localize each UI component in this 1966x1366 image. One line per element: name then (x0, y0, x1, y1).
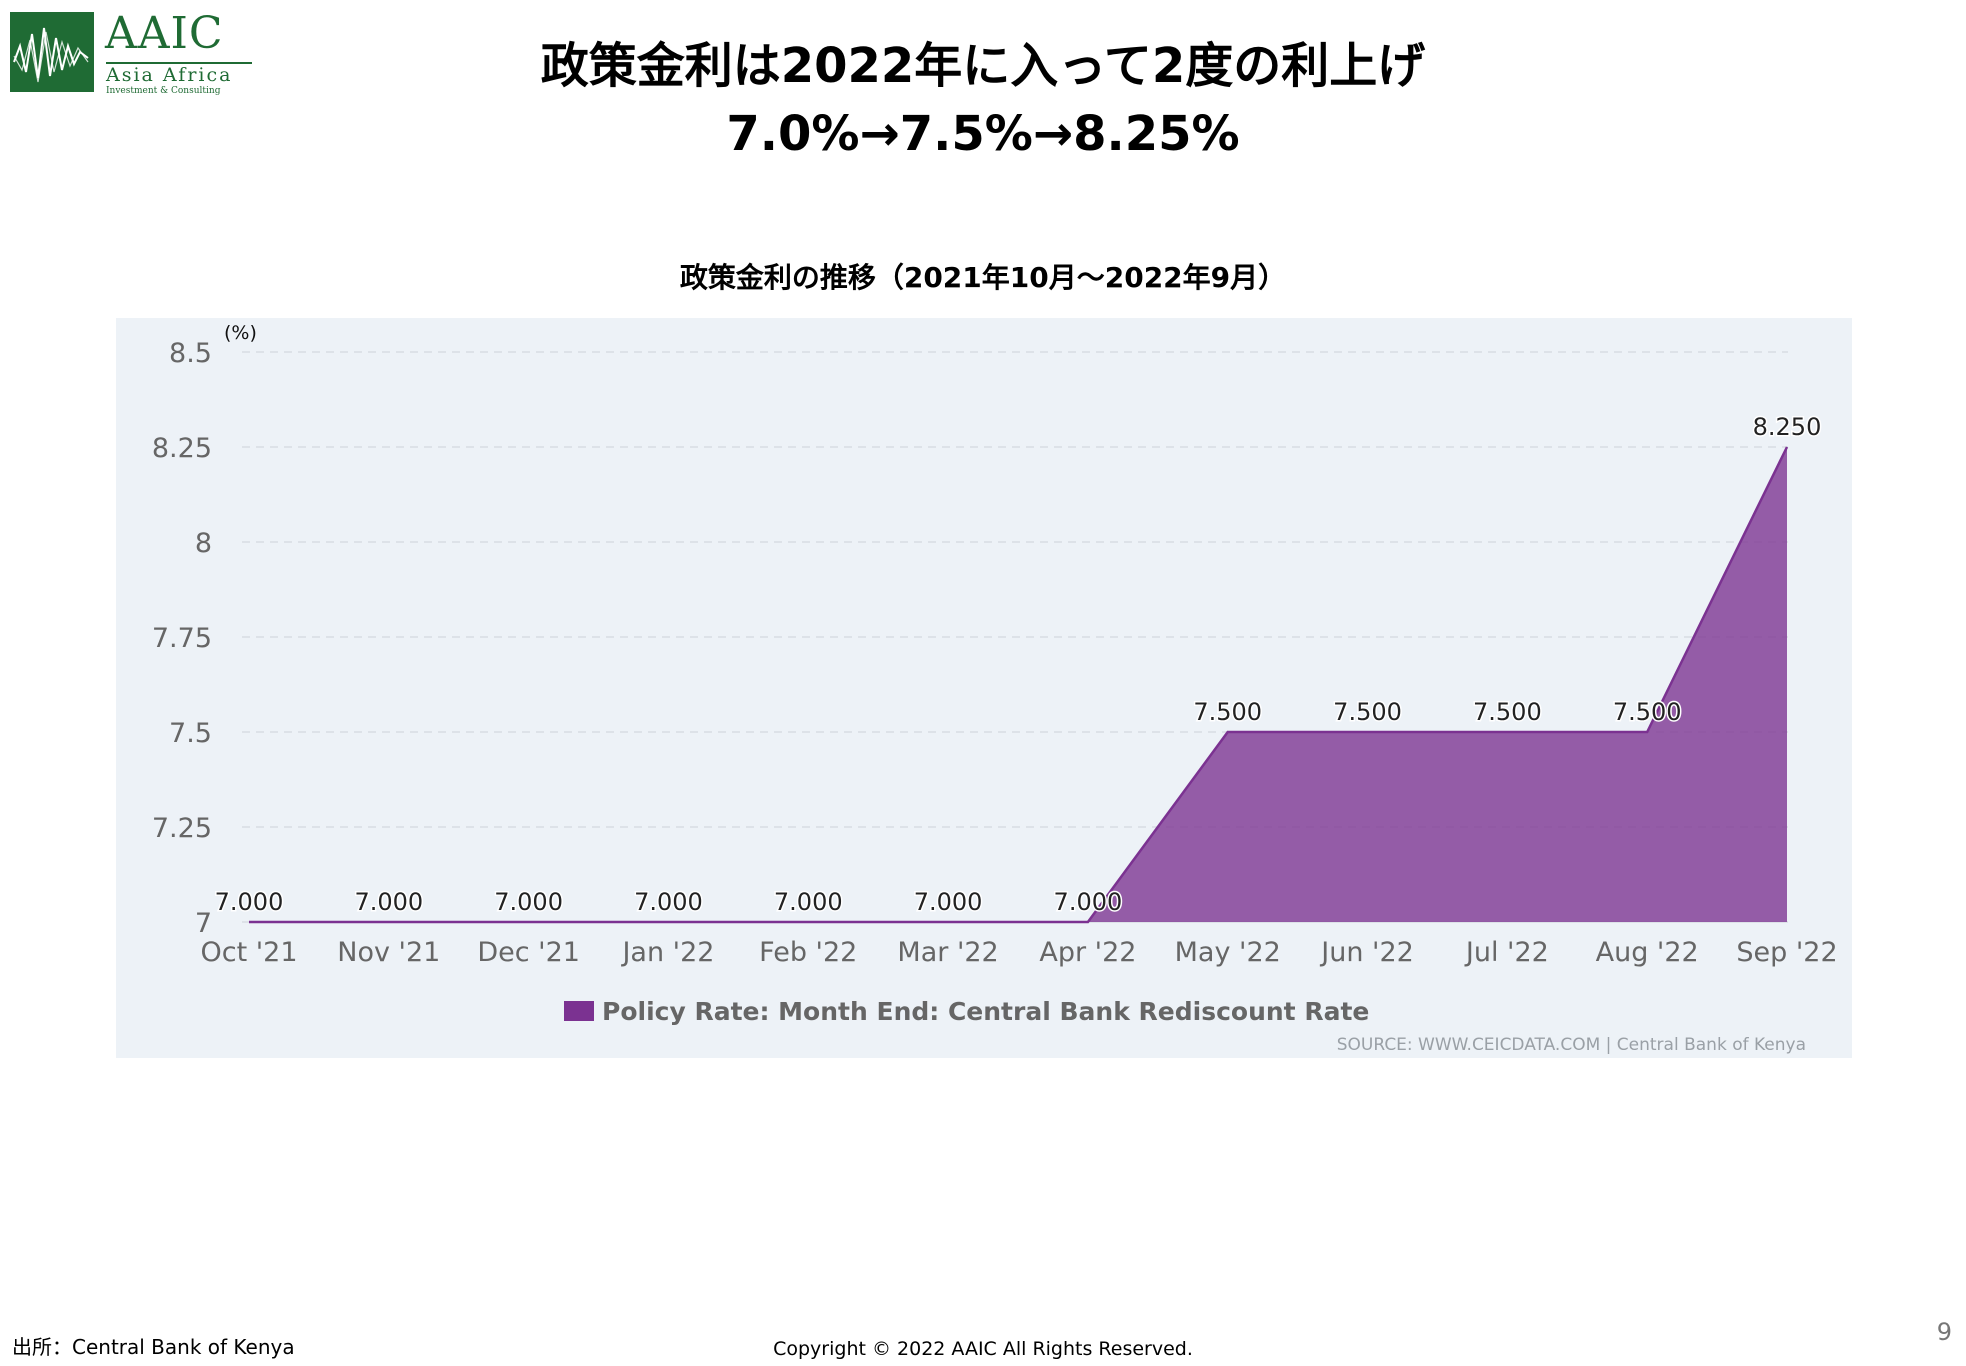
x-tick-label: Dec '21 (477, 937, 580, 968)
footer-copyright: Copyright © 2022 AAIC All Rights Reserve… (773, 1338, 1193, 1360)
x-tick-label: Nov '21 (337, 937, 440, 968)
area-chart: 7 7.25 7.5 7.75 8 8.25 8.5 Oct '21 Nov '21 Dec '… (152, 322, 1838, 1055)
page-number: 9 (1936, 1318, 1952, 1346)
data-label: 7.000 (774, 888, 843, 916)
aaic-logo: AAIC Asia Africa Investment & Consulting (10, 8, 252, 96)
y-tick-label: 7.5 (169, 718, 212, 749)
x-axis-ticks: Oct '21 Nov '21 Dec '21 Jan '22 Feb '22 Mar '… (200, 937, 1837, 968)
x-tick-label: Mar '22 (897, 937, 998, 968)
footer-source: 出所：Central Bank of Kenya (12, 1335, 295, 1359)
slide-subtitle: 7.0%→7.5%→8.25% (726, 106, 1240, 162)
data-label: 7.000 (354, 888, 423, 916)
y-unit-label: (%) (224, 322, 257, 344)
chart-title: 政策金利の推移（2021年10月～2022年9月） (679, 261, 1287, 294)
x-tick-label: Jan '22 (620, 937, 714, 968)
x-tick-label: May '22 (1175, 937, 1281, 968)
data-label: 7.500 (1193, 698, 1262, 726)
chart-source: SOURCE: WWW.CEICDATA.COM | Central Bank … (1337, 1035, 1806, 1055)
legend-label[interactable]: Policy Rate: Month End: Central Bank Red… (602, 997, 1369, 1026)
logo-line1: Asia Africa (106, 64, 233, 86)
x-tick-label: Jun '22 (1319, 937, 1414, 968)
logo-line2: Investment & Consulting (106, 86, 221, 96)
data-label: 7.500 (1613, 698, 1682, 726)
y-tick-label: 7.75 (152, 623, 212, 654)
x-tick-label: Aug '22 (1596, 937, 1699, 968)
wave-icon (13, 27, 89, 83)
data-label: 8.250 (1753, 413, 1822, 441)
data-label: 7.000 (634, 888, 703, 916)
data-label: 7.000 (215, 888, 284, 916)
y-tick-label: 8 (195, 528, 212, 559)
slide-title: 政策金利は2022年に入って2度の利上げ (540, 38, 1426, 94)
data-labels: 7.000 7.000 7.000 7.000 7.000 7.000 7.000 7.500… (213, 412, 1823, 918)
area-fill (249, 447, 1787, 922)
x-tick-label: Sep '22 (1736, 937, 1837, 968)
y-tick-label: 8.25 (152, 433, 212, 464)
chart-panel: 7 7.25 7.5 7.75 8 8.25 8.5 Oct '21 Nov '21 Dec '… (116, 318, 1852, 1058)
y-tick-label: 7.25 (152, 813, 212, 844)
x-tick-label: Oct '21 (200, 937, 297, 968)
logo-mark (10, 12, 94, 92)
series-line (249, 446, 1789, 924)
data-label: 7.000 (914, 888, 983, 916)
logo-name: AAIC (105, 8, 224, 59)
legend-swatch[interactable] (564, 1001, 594, 1021)
data-label: 7.500 (1473, 698, 1542, 726)
data-label: 7.000 (1054, 888, 1123, 916)
x-tick-label: Jul '22 (1464, 937, 1549, 968)
x-tick-label: Feb '22 (759, 937, 857, 968)
logo-rule (106, 62, 252, 64)
data-label: 7.500 (1333, 698, 1402, 726)
x-tick-label: Apr '22 (1039, 937, 1136, 968)
y-tick-label: 7 (195, 908, 212, 939)
y-axis-ticks: 7 7.25 7.5 7.75 8 8.25 8.5 (152, 338, 212, 939)
data-label: 7.000 (494, 888, 563, 916)
y-tick-label: 8.5 (169, 338, 212, 369)
series-area (249, 446, 1789, 924)
